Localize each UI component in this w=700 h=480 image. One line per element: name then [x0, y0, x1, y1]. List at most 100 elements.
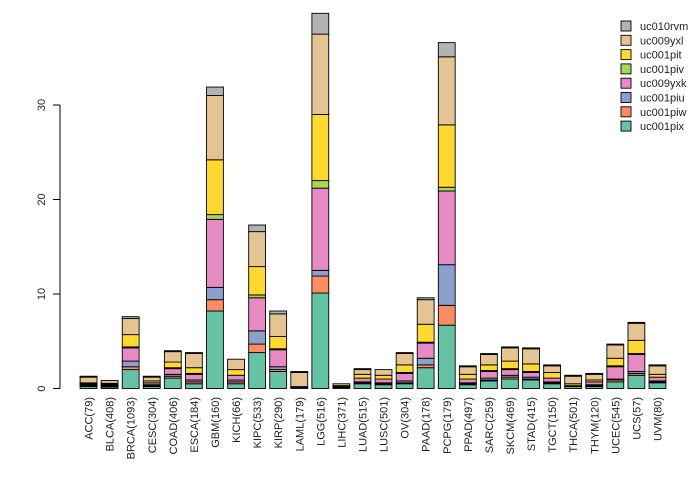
bar-brca-1093-uc010rvm	[121, 316, 140, 320]
bar-ucs-57-uc010rvm	[627, 321, 646, 324]
bar-lgg-516-uc009yxk	[311, 187, 330, 271]
bar-acc-79-uc009yxl	[79, 376, 98, 384]
bar-blca-408-uc009yxl	[100, 380, 119, 384]
bar-paad-178-uc010rvm	[416, 297, 435, 301]
y-tick-label: 30	[36, 99, 48, 111]
x-tick-label-brca-1093: BRCA(1093)	[126, 397, 138, 459]
bar-kich-66-uc009yxk	[227, 374, 245, 381]
bar-luad-515-uc001pit	[353, 373, 372, 379]
bar-gbm-160-uc009yxl	[206, 95, 224, 161]
bar-tgct-150-uc009yxl	[543, 365, 561, 373]
x-tick-label-coad-406: COAD(406)	[168, 397, 180, 454]
bar-kich-66-uc001pit	[227, 369, 245, 376]
x-tick-label-tgct-150: TGCT(150)	[547, 397, 559, 453]
bar-lgg-516-uc001pit	[311, 113, 330, 182]
y-axis: 0 10 20 30	[36, 99, 61, 392]
bar-lgg-516-uc001piw	[311, 275, 330, 294]
bar-stad-415-uc010rvm	[522, 347, 540, 350]
bar-lusc-501-uc009yxl	[374, 369, 393, 376]
legend-label-uc009yxk: uc009yxk	[640, 78, 687, 90]
bar-pcpg-179-uc001piv	[437, 186, 456, 192]
legend-swatch-uc009yxl	[620, 34, 632, 46]
bar-lgg-516-uc001piu	[311, 269, 330, 277]
bar-kipc-533-uc010rvm	[248, 224, 266, 233]
bar-lusc-501-uc001pit	[374, 374, 393, 380]
bar-gbm-160-uc009yxk	[206, 218, 224, 288]
bar-luad-515-uc009yxl	[353, 369, 372, 375]
bar-coad-406-uc001pit	[163, 361, 182, 369]
x-tick-label-uvm-80: UVM(80)	[653, 397, 665, 441]
bar-uvm-80-uc009yxl	[648, 365, 667, 375]
bar-stad-415-uc001pix	[522, 379, 540, 389]
bar-kipc-533-uc001pix	[248, 352, 266, 389]
x-tick-label-paad-178: PAAD(178)	[421, 397, 433, 452]
bar-tgct-150-uc010rvm	[543, 364, 561, 367]
bar-coad-406-uc010rvm	[163, 350, 182, 353]
bar-stad-415-uc009yxl	[522, 348, 540, 365]
x-tick-label-sarc-259: SARC(259)	[484, 397, 496, 453]
x-tick-label-blca-408: BLCA(408)	[105, 397, 117, 451]
bar-stad-415-uc009yxk	[522, 371, 540, 378]
bar-luad-515-uc010rvm	[353, 368, 372, 371]
bar-sarc-259-uc001pit	[480, 364, 498, 372]
bar-ucs-57-uc009yxl	[627, 322, 646, 341]
bar-thca-501-uc009yxl	[564, 375, 583, 385]
x-tick-label-thca-501: THCA(501)	[568, 397, 580, 453]
bar-pcpg-179-uc009yxk	[437, 190, 456, 266]
bar-cesc-304-uc010rvm	[142, 375, 161, 378]
bar-esca-184-uc009yxl	[185, 353, 203, 369]
bar-uvm-80-uc001pix	[648, 382, 667, 389]
legend: uc010rvm uc009yxl uc001pit uc001piv uc009yxk…	[620, 20, 688, 133]
x-tick-label-kirp-290: KIRP(290)	[273, 397, 285, 448]
x-tick-label-acc-79: ACC(79)	[84, 397, 96, 440]
bar-paad-178-uc009yxk	[416, 342, 435, 359]
x-tick-label-thym-120: THYM(120)	[589, 397, 601, 454]
bar-lihc-371-uc009yxl	[332, 383, 351, 387]
legend-swatch-uc001piu	[620, 92, 632, 103]
legend-swatch-uc001pix	[620, 120, 632, 132]
x-tick-label-lgg-516: LGG(516)	[315, 397, 327, 446]
bar-pcpg-179-uc010rvm	[437, 42, 456, 58]
bar-uvm-80-uc009yxk	[648, 376, 667, 382]
bar-lgg-516-uc001pix	[311, 292, 330, 389]
bar-brca-1093-uc001pix	[121, 369, 140, 389]
bar-kipc-533-uc001piu	[248, 330, 266, 345]
y-tick-label: 0	[36, 385, 48, 391]
bar-paad-178-uc009yxl	[416, 299, 435, 325]
bar-sarc-259-uc001pix	[480, 380, 498, 389]
bar-gbm-160-uc001pix	[206, 310, 224, 389]
bar-paad-178-uc001piu	[416, 357, 435, 366]
bar-lgg-516-uc010rvm	[311, 12, 330, 35]
bar-thca-501-uc010rvm	[564, 374, 583, 377]
bar-ucec-545-uc001pix	[606, 381, 625, 389]
bar-luad-515-uc009yxk	[353, 377, 372, 383]
legend-label-uc001pix: uc001pix	[640, 121, 685, 133]
bar-kich-66-uc001pix	[227, 383, 245, 389]
bar-thym-120-uc009yxl	[585, 373, 604, 381]
legend-swatch-uc009yxk	[620, 77, 632, 89]
bar-ucec-545-uc001pit	[606, 357, 625, 367]
bar-kirp-290-uc010rvm	[269, 310, 288, 315]
bar-ucs-57-uc001pix	[627, 374, 646, 389]
bar-acc-79-uc010rvm	[79, 375, 98, 378]
bar-coad-406-uc001pix	[163, 377, 182, 389]
bar-gbm-160-uc001piu	[206, 286, 224, 301]
bar-tgct-150-uc009yxk	[543, 377, 561, 383]
bar-kipc-533-uc009yxl	[248, 231, 266, 268]
legend-swatch-uc010rvm	[620, 20, 632, 32]
y-tick-label: 20	[36, 193, 48, 205]
bar-skcm-469-uc009yxk	[501, 369, 519, 376]
bar-kipc-533-uc001piw	[248, 343, 266, 354]
bar-kirp-290-uc001pix	[269, 371, 288, 389]
bar-ov-304-uc009yxk	[395, 372, 414, 382]
x-tick-label-cesc-304: CESC(304)	[147, 397, 159, 453]
bar-kirp-290-uc001pit	[269, 336, 288, 350]
bar-kipc-533-uc009yxk	[248, 297, 266, 332]
legend-swatch-uc001piw	[620, 106, 632, 118]
bar-lusc-501-uc009yxk	[374, 378, 393, 384]
bar-ucec-545-uc009yxk	[606, 366, 625, 380]
bar-gbm-160-uc010rvm	[206, 86, 224, 97]
bar-skcm-469-uc009yxl	[501, 347, 519, 362]
x-tick-label-laml-179: LAML(179)	[294, 397, 306, 451]
